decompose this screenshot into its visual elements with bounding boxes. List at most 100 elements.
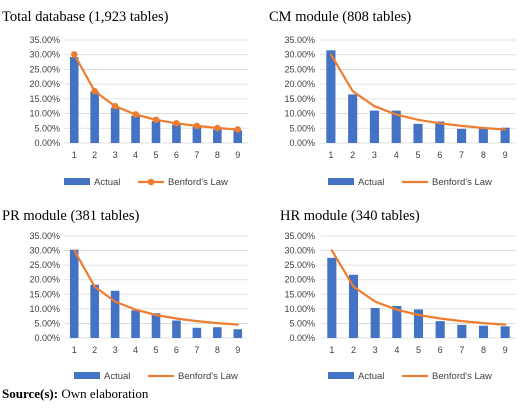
bar-actual xyxy=(90,91,99,143)
bar-actual xyxy=(172,320,181,338)
x-tick-label: 9 xyxy=(235,150,240,160)
x-tick-label: 6 xyxy=(438,345,443,355)
y-tick-label: 15.00% xyxy=(29,94,60,104)
x-tick-label: 2 xyxy=(350,150,355,160)
source-text: Own elaboration xyxy=(58,386,149,401)
y-tick-label: 15.00% xyxy=(29,289,60,299)
x-tick-label: 9 xyxy=(235,345,240,355)
y-tick-label: 5.00% xyxy=(34,123,60,133)
x-tick-label: 3 xyxy=(113,345,118,355)
x-tick-label: 6 xyxy=(174,345,179,355)
bar-actual xyxy=(348,274,359,338)
benford-point xyxy=(193,122,201,130)
bar-actual xyxy=(435,121,445,143)
bar-actual xyxy=(327,257,337,338)
legend-label-actual: Actual xyxy=(358,177,384,188)
legend-swatch-actual xyxy=(74,372,100,379)
bar-actual xyxy=(69,249,79,338)
bar-actual xyxy=(391,110,401,143)
x-tick-label: 5 xyxy=(415,150,420,160)
x-tick-label: 8 xyxy=(215,345,220,355)
chart-legend: Actual Benford's Law xyxy=(328,177,492,188)
bar-actual xyxy=(213,327,222,338)
bar-actual xyxy=(151,120,161,143)
x-tick-label: 6 xyxy=(437,150,442,160)
bar-actual xyxy=(110,107,120,143)
bar-actual xyxy=(90,284,99,338)
chart-panel: CM module (808 tables)0.00%5.00%10.00%15… xyxy=(269,9,516,188)
y-tick-label: 25.00% xyxy=(29,64,60,74)
x-tick-label: 8 xyxy=(481,345,486,355)
bar-actual xyxy=(326,50,336,143)
benford-point xyxy=(173,119,180,127)
benford-point xyxy=(152,116,160,124)
y-tick-label: 30.00% xyxy=(29,246,60,256)
legend-swatch-actual xyxy=(328,178,354,185)
bar-actual xyxy=(192,126,202,143)
y-tick-label: 20.00% xyxy=(284,79,315,89)
chart-title: HR module (340 tables) xyxy=(280,208,420,224)
benford-point xyxy=(132,111,139,118)
chart-title: PR module (381 tables) xyxy=(2,208,140,224)
y-tick-label: 35.00% xyxy=(284,35,315,45)
y-tick-label: 10.00% xyxy=(284,109,315,119)
y-tick-label: 5.00% xyxy=(289,123,315,133)
legend-label-actual: Actual xyxy=(358,371,384,382)
y-tick-label: 30.00% xyxy=(284,246,315,256)
y-tick-label: 15.00% xyxy=(284,94,315,104)
y-tick-label: 5.00% xyxy=(34,318,60,328)
x-tick-label: 4 xyxy=(394,345,399,355)
legend-swatch-actual xyxy=(64,178,90,185)
bar-actual xyxy=(369,110,380,143)
benford-point xyxy=(214,124,221,132)
x-tick-label: 3 xyxy=(372,150,377,160)
y-tick-label: 35.00% xyxy=(29,35,60,45)
y-tick-label: 35.00% xyxy=(29,231,60,241)
benford-point xyxy=(111,102,119,110)
y-tick-label: 25.00% xyxy=(29,260,60,270)
x-tick-label: 5 xyxy=(416,345,421,355)
bar-actual xyxy=(69,57,79,143)
y-tick-label: 20.00% xyxy=(284,275,315,285)
y-tick-label: 20.00% xyxy=(29,79,60,89)
bar-actual xyxy=(413,123,423,143)
bar-actual xyxy=(478,128,488,143)
bar-actual xyxy=(413,309,424,338)
x-tick-label: 4 xyxy=(394,150,399,160)
bar-actual xyxy=(131,115,140,143)
y-tick-label: 10.00% xyxy=(284,304,315,314)
chart-title: Total database (1,923 tables) xyxy=(2,9,169,25)
legend-label-benford: Benford's Law xyxy=(168,177,228,188)
y-tick-label: 30.00% xyxy=(29,50,60,60)
source-label: Source(s): xyxy=(2,386,59,401)
y-tick-label: 25.00% xyxy=(284,260,315,270)
x-tick-label: 8 xyxy=(215,150,220,160)
x-tick-label: 7 xyxy=(459,150,464,160)
x-tick-label: 2 xyxy=(92,345,97,355)
legend-label-actual: Actual xyxy=(104,371,130,382)
x-tick-label: 6 xyxy=(174,150,179,160)
x-tick-label: 9 xyxy=(503,345,508,355)
legend-swatch-actual xyxy=(328,372,354,379)
y-tick-label: 0.00% xyxy=(289,333,315,343)
x-tick-label: 2 xyxy=(92,150,97,160)
chart-panel: Total database (1,923 tables) 0.00% 5.00% 1… xyxy=(2,9,248,188)
source-note: Source(s): Own elaboration xyxy=(2,386,148,402)
y-tick-label: 15.00% xyxy=(284,289,315,299)
chart-panel: PR module (381 tables)0.00%5.00%10.00%15… xyxy=(2,208,248,382)
bar-actual xyxy=(370,307,380,338)
y-tick-label: 30.00% xyxy=(284,50,315,60)
chart-legend: Actual Benford's Law xyxy=(74,371,238,382)
x-tick-label: 3 xyxy=(373,345,378,355)
x-tick-label: 1 xyxy=(72,345,77,355)
benford-point xyxy=(234,126,242,133)
x-tick-label: 7 xyxy=(459,345,464,355)
x-tick-label: 1 xyxy=(328,150,333,160)
y-tick-label: 35.00% xyxy=(284,231,315,241)
bar-actual xyxy=(456,128,467,143)
x-tick-label: 2 xyxy=(351,345,356,355)
legend-label-benford: Benford's Law xyxy=(432,177,492,188)
bar-actual xyxy=(131,310,140,338)
chart-title: CM module (808 tables) xyxy=(269,9,411,25)
